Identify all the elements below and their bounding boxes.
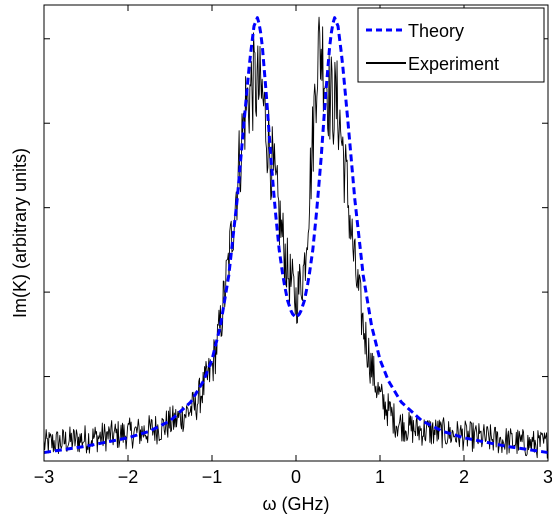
x-tick-label-2: −1 (202, 467, 223, 487)
legend-label-theory: Theory (408, 21, 464, 41)
series-layer (43, 16, 549, 459)
x-tick-label-0: −3 (34, 467, 55, 487)
x-tick-label-6: 3 (543, 467, 552, 487)
series-line-experiment (43, 16, 549, 459)
x-axis-title: ω (GHz) (262, 494, 329, 514)
legend: Theory Experiment (357, 7, 545, 83)
y-axis-title: Im(K) (arbitrary units) (10, 148, 30, 318)
legend-label-experiment: Experiment (408, 54, 499, 74)
plot-frame (43, 4, 549, 462)
x-tick-label-3: 0 (291, 467, 301, 487)
x-tick-labels: −3 −2 −1 0 1 2 3 (34, 467, 552, 487)
x-tick-label-5: 2 (459, 467, 469, 487)
series-line-theory (43, 16, 549, 455)
legend-box (357, 7, 545, 83)
x-tick-label-1: −2 (118, 467, 139, 487)
x-tick-label-4: 1 (375, 467, 385, 487)
